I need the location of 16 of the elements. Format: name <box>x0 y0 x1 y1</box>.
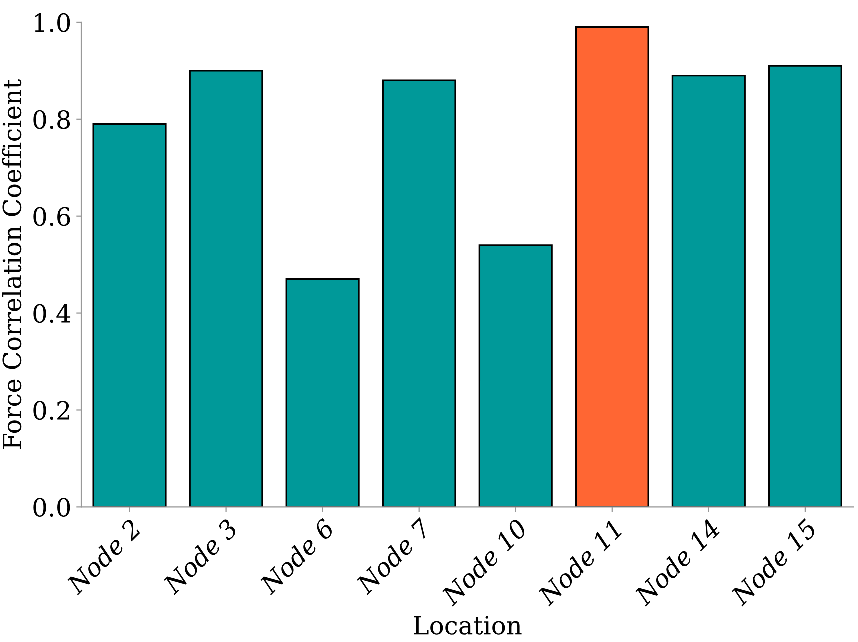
y-tick-label: 1.0 <box>35 13 70 32</box>
bar <box>575 26 650 508</box>
y-tick-label: 0.8 <box>34 110 70 130</box>
y-tick-label: 0.4 <box>34 304 71 324</box>
bar <box>189 70 264 508</box>
y-tick-label: 0.0 <box>34 498 70 518</box>
bar <box>768 65 842 508</box>
bar <box>382 80 456 508</box>
y-tick-label: 0.6 <box>34 207 70 226</box>
bar <box>286 278 360 508</box>
x-axis-title: Location <box>414 616 522 635</box>
bar <box>478 244 553 508</box>
bar <box>672 74 746 508</box>
y-tick-label: 0.2 <box>34 401 70 420</box>
y-axis-title: Force Correlation Coefficient <box>2 80 22 449</box>
bar <box>92 123 167 508</box>
